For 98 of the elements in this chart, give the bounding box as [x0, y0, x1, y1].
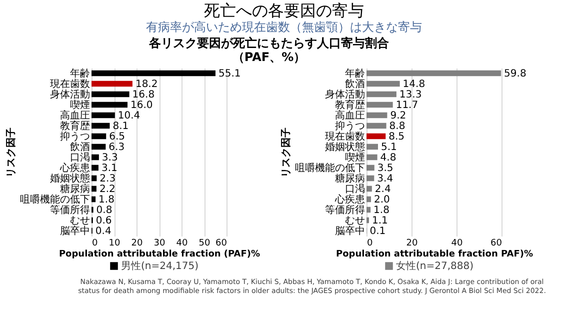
data-label: 3.1 [101, 162, 118, 174]
bar [92, 144, 106, 150]
y-tick-label: 糖尿病 [335, 172, 366, 184]
x-tick-label: 10 [108, 238, 121, 248]
y-tick-label: 年齢 [345, 67, 366, 80]
data-label: 16.0 [130, 100, 153, 111]
y-tick-label: 身体活動 [50, 88, 90, 100]
y-tick-label: 高血圧 [60, 109, 90, 122]
y-tick-label: 等価所得 [50, 204, 90, 216]
bar [92, 186, 96, 192]
data-label: 11.7 [396, 100, 418, 111]
text: 各リスク要因が死亡にもたらす人口寄与割合 [148, 36, 390, 50]
x-tick-label: 20 [131, 238, 144, 248]
data-label: 9.2 [390, 110, 406, 122]
data-label: 0.1 [370, 226, 386, 237]
y-axis-title: リスク因子 [5, 128, 18, 178]
y-tick-label: 身体活動 [325, 88, 366, 100]
data-label: 0.6 [96, 215, 112, 226]
y-tick-label: 教育歴 [60, 120, 90, 132]
y-tick-label: 高血圧 [335, 109, 366, 122]
legend-label: 女性(n=27,888) [396, 260, 474, 272]
y-tick-label: 咀嚼機能の低下 [20, 193, 90, 206]
bar [92, 133, 106, 140]
bar [92, 196, 96, 202]
y-tick-label: 抑うつ [60, 130, 90, 142]
data-label: 3.3 [102, 152, 118, 164]
y-tick-label: 等価所得 [325, 204, 366, 216]
data-label: 6.5 [109, 131, 126, 142]
y-tick-label: 脳卒中 [335, 224, 366, 237]
y-tick-label: 脳卒中 [60, 224, 90, 237]
y-tick-label: 口渇 [345, 182, 366, 195]
legend-label: 男性(n=24,175) [121, 260, 199, 272]
data-label: 6.3 [108, 142, 125, 153]
bar [92, 122, 110, 129]
y-tick-label: 喫煙 [345, 151, 366, 164]
x-tick-label: 40 [451, 238, 464, 248]
data-label: 1.8 [374, 204, 390, 216]
y-tick-label: むせ [345, 215, 366, 226]
x-tick-label: 0 [367, 238, 374, 248]
y-axis-title: リスク因子 [280, 128, 292, 178]
x-axis-title: Population attributable fraction (PAF)% [58, 250, 260, 260]
y-tick-label: 抑うつ [335, 120, 366, 132]
data-label: 16.8 [132, 89, 155, 100]
y-tick-label: 現在歯数 [50, 78, 90, 90]
bar [92, 164, 98, 171]
data-label: 5.1 [380, 142, 397, 153]
data-label: 3.5 [377, 162, 394, 174]
data-label: 14.8 [402, 78, 426, 90]
y-tick-label: 現在歯数 [325, 130, 366, 142]
x-tick-label: 30 [154, 238, 166, 248]
y-tick-label: 喫煙 [70, 98, 90, 111]
data-label: 2.4 [374, 184, 391, 195]
x-tick-label: 50 [198, 238, 211, 248]
y-tick-label: 飲酒 [70, 140, 90, 153]
y-tick-label: 心疾患 [59, 162, 90, 174]
x-tick-label: 0 [92, 238, 98, 248]
data-label: 10.4 [118, 110, 140, 122]
x-tick-label: 60 [216, 238, 228, 248]
data-label: 0.8 [96, 204, 112, 216]
data-label: 8.5 [388, 131, 405, 142]
y-tick-label: 口渇 [70, 151, 90, 164]
y-tick-label: 婚姻状態 [325, 140, 366, 153]
y-tick-label: 心疾患 [334, 193, 366, 206]
bar [92, 80, 132, 87]
x-tick-label: 40 [176, 238, 188, 248]
data-label: 1.1 [372, 215, 388, 226]
y-tick-label: 婚姻状態 [50, 172, 90, 184]
data-label: 13.3 [399, 89, 422, 100]
bar [92, 175, 97, 182]
bar [92, 70, 216, 76]
text: （PAF、%） [232, 50, 306, 64]
data-label: 8.8 [389, 120, 406, 132]
y-tick-label: 咀嚼機能の低下 [295, 162, 366, 174]
data-label: 2.0 [374, 194, 390, 206]
x-axis-title: Population attributable fraction PAF)% [336, 250, 533, 260]
x-tick-label: 60 [490, 238, 502, 248]
data-label: 3.4 [377, 173, 394, 184]
x-tick-label: 20 [406, 238, 418, 248]
y-tick-label: 教育歴 [335, 98, 366, 111]
data-label: 55.1 [218, 68, 241, 80]
bar [92, 112, 115, 118]
data-label: 1.8 [98, 194, 114, 206]
data-label: 59.8 [504, 68, 526, 80]
y-tick-label: 糖尿病 [60, 182, 90, 195]
y-tick-label: 年齢 [70, 67, 90, 80]
y-tick-label: 飲酒 [345, 78, 366, 90]
data-label: 18.2 [135, 78, 158, 90]
text: 死亡への各要因の寄与 [204, 0, 364, 20]
bar [92, 154, 99, 160]
y-tick-label: むせ [70, 215, 90, 226]
data-label: 8.1 [112, 120, 129, 132]
text: 有病率が高いため現在歯数（無歯顎）は大きな寄与 [146, 20, 422, 34]
bar [92, 102, 128, 108]
data-label: 0.4 [95, 226, 112, 237]
bar [92, 91, 130, 98]
data-label: 2.2 [99, 184, 116, 195]
data-label: 4.8 [380, 152, 396, 164]
data-label: 2.3 [100, 173, 116, 184]
